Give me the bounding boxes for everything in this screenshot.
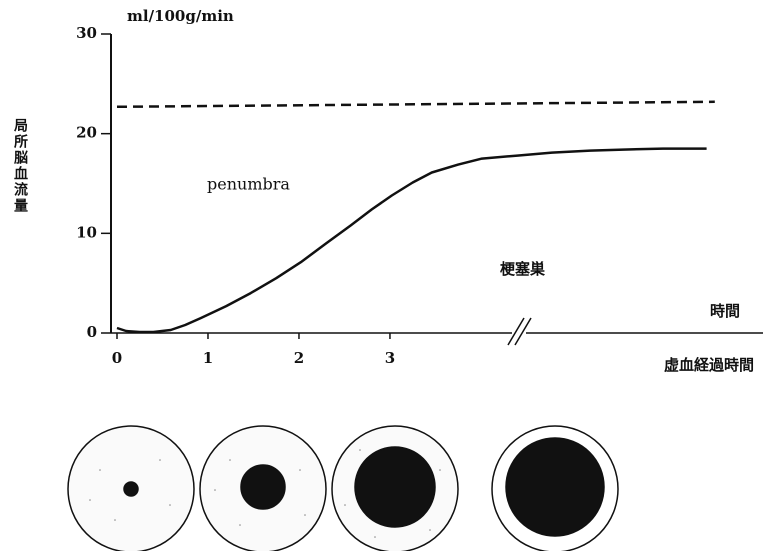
- annotation: penumbra: [207, 175, 290, 194]
- axis-break: [507, 317, 532, 346]
- dashed-line: [116, 100, 715, 109]
- y-tick-label: 10: [76, 223, 97, 241]
- y-axis-label: 局所脳血流量: [12, 118, 28, 214]
- plot: 0 10 20 30 0 1 2 3: [76, 24, 763, 367]
- x-tick-label: 0: [112, 349, 122, 367]
- x-tick-label: 2: [294, 349, 304, 367]
- y-unit-label: ml/100g/min: [127, 7, 234, 25]
- x-tick-label: 1: [203, 349, 213, 367]
- y-tick-label: 20: [76, 124, 97, 142]
- y-tick-label: 30: [76, 24, 97, 42]
- annotation: 梗塞巣: [500, 260, 546, 278]
- y-tick-label: 0: [87, 323, 97, 341]
- x-axis-label: 虚血経過時間: [664, 356, 754, 374]
- x-tick-label: 3: [385, 349, 395, 367]
- speckle: [89, 449, 441, 538]
- curve: [116, 147, 707, 334]
- x-axis-end-label: 時間: [710, 302, 740, 320]
- stage-diagrams: [67, 425, 619, 551]
